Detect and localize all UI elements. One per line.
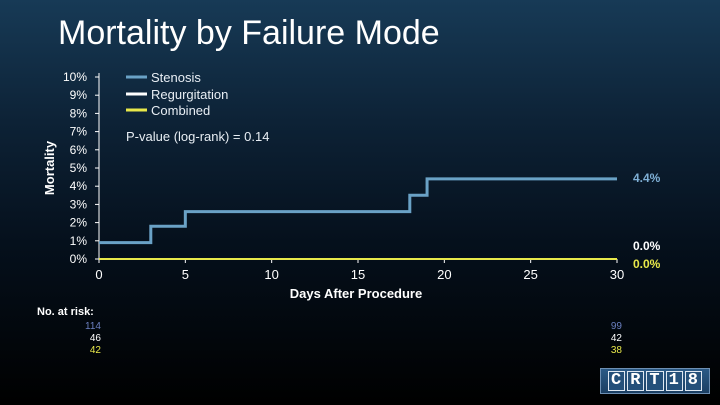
logo-letter: 8	[684, 371, 702, 391]
x-tick-label: 30	[610, 267, 624, 282]
at-risk-label: No. at risk:	[37, 306, 94, 318]
logo-letter: R	[627, 371, 645, 391]
series-line-stenosis	[99, 177, 617, 245]
y-axis-label: Mortality	[42, 140, 57, 195]
logo-letter: C	[607, 371, 626, 391]
y-tick-label: 3%	[70, 197, 88, 211]
legend-label-regurgitation: Regurgitation	[151, 87, 228, 102]
p-value-annotation: P-value (log-rank) = 0.14	[126, 129, 269, 144]
at-risk-end-1: 42	[610, 333, 622, 344]
at-risk-start-1: 46	[89, 333, 101, 344]
y-tick-label: 5%	[70, 161, 88, 175]
y-tick-label: 1%	[70, 234, 88, 248]
y-tick-label: 8%	[70, 106, 88, 120]
y-tick-label: 7%	[70, 125, 88, 139]
at-risk-end-2: 38	[610, 345, 622, 356]
logo-letter: T	[646, 371, 664, 391]
x-tick-label: 15	[351, 267, 365, 282]
y-tick-label: 9%	[70, 88, 88, 102]
at-risk-end-0: 99	[610, 321, 622, 332]
y-tick-label: 10%	[63, 70, 87, 84]
y-tick-label: 6%	[70, 143, 88, 157]
x-tick-label: 25	[523, 267, 537, 282]
end-label-stenosis: 4.4%	[633, 171, 661, 185]
x-tick-label: 10	[264, 267, 278, 282]
at-risk-start-2: 42	[89, 345, 101, 356]
x-tick-label: 5	[182, 267, 189, 282]
at-risk-start-0: 114	[85, 321, 101, 332]
legend-label-stenosis: Stenosis	[151, 70, 201, 85]
x-tick-label: 0	[95, 267, 102, 282]
logo-letter: 1	[665, 371, 683, 391]
x-tick-label: 20	[437, 267, 451, 282]
y-tick-label: 2%	[70, 216, 88, 230]
legend-label-combined: Combined	[151, 103, 210, 118]
end-label-combined: 0.0%	[633, 257, 661, 271]
y-tick-label: 4%	[70, 179, 88, 193]
y-tick-label: 0%	[70, 252, 88, 266]
chart-title: Mortality by Failure Mode	[58, 14, 440, 52]
end-label-regurgitation: 0.0%	[633, 239, 661, 253]
x-axis-label: Days After Procedure	[290, 286, 422, 301]
